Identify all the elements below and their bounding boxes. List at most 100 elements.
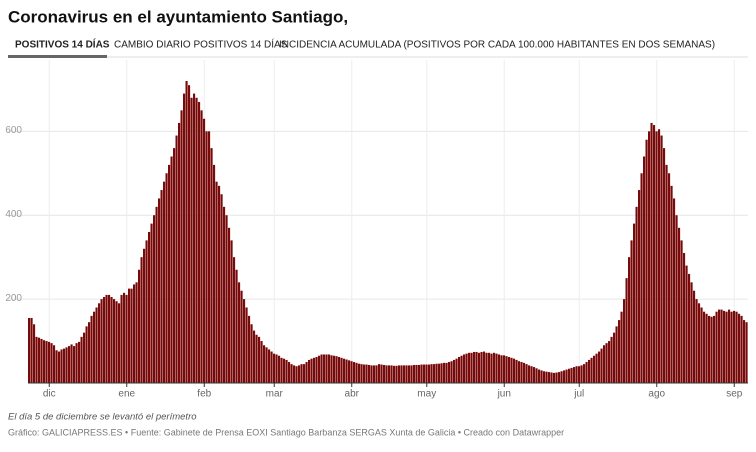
bar <box>375 365 378 383</box>
bar <box>358 363 361 383</box>
bar <box>28 317 31 383</box>
bar <box>165 173 168 383</box>
bar <box>205 131 208 383</box>
bar <box>360 364 363 383</box>
bar <box>740 315 743 383</box>
bar <box>613 332 616 383</box>
bar <box>275 354 278 383</box>
bar <box>35 336 38 383</box>
bar <box>593 355 596 383</box>
bar <box>688 273 691 383</box>
bar <box>468 352 471 383</box>
bar <box>453 359 456 383</box>
bar <box>743 320 746 383</box>
bar <box>560 371 563 383</box>
bar <box>190 97 193 384</box>
bar <box>665 164 668 383</box>
bar <box>250 324 253 383</box>
bar <box>533 367 536 383</box>
y-tick-label: 400 <box>5 209 22 220</box>
bar <box>200 110 203 383</box>
bar <box>520 362 523 383</box>
bar <box>465 353 468 383</box>
bar <box>713 315 716 383</box>
bar <box>73 346 76 383</box>
bar <box>423 364 426 383</box>
bar <box>720 309 723 383</box>
bar <box>590 357 593 383</box>
bar <box>325 354 328 383</box>
bar <box>450 361 453 383</box>
bar <box>480 351 483 383</box>
bar <box>245 307 248 383</box>
bar <box>425 364 428 383</box>
bar <box>233 257 236 383</box>
bar <box>260 341 263 383</box>
bar <box>598 351 601 383</box>
bar <box>300 364 303 383</box>
bar <box>398 365 401 383</box>
tab[interactable]: CAMBIO DIARIO POSITIVOS 14 DÍAS <box>114 38 288 51</box>
bar <box>475 351 478 383</box>
bar <box>490 353 493 383</box>
tab[interactable]: POSITIVOS 14 DÍAS <box>15 38 110 51</box>
bar <box>213 164 216 383</box>
bar <box>80 336 83 383</box>
bar <box>328 354 331 383</box>
bar <box>315 356 318 383</box>
bar <box>168 164 171 383</box>
bar <box>483 351 486 383</box>
bar <box>160 190 163 383</box>
bar <box>595 353 598 383</box>
bar <box>283 358 286 383</box>
bar <box>690 282 693 383</box>
bar <box>573 367 576 383</box>
bar <box>278 355 281 383</box>
bar <box>530 366 533 383</box>
bar <box>68 346 71 383</box>
bar <box>338 356 341 383</box>
tab[interactable]: INCIDENCIA ACUMULADA (POSITIVOS POR CADA… <box>279 40 715 51</box>
bar <box>88 322 91 383</box>
bar <box>393 365 396 383</box>
bar <box>288 362 291 383</box>
bar <box>78 341 81 383</box>
bar <box>680 240 683 383</box>
bar <box>710 316 713 383</box>
bar <box>543 371 546 383</box>
bar <box>575 366 578 383</box>
bar <box>58 351 61 383</box>
bar <box>120 294 123 383</box>
bar <box>370 365 373 383</box>
bar <box>128 288 131 383</box>
bar <box>223 206 226 383</box>
bar <box>48 341 51 383</box>
bar <box>280 357 283 383</box>
bar <box>685 265 688 383</box>
bar <box>648 131 651 383</box>
bar <box>705 313 708 383</box>
bar <box>395 365 398 383</box>
bar <box>643 156 646 383</box>
bar <box>650 122 653 383</box>
chart: 200 400 600 dic ene feb mar abr may jun jul ago sep <box>5 60 748 400</box>
bar <box>98 303 101 383</box>
bar <box>155 206 158 383</box>
bar <box>75 343 78 383</box>
bar <box>708 315 711 383</box>
bar <box>635 206 638 383</box>
bar <box>210 148 213 383</box>
bar <box>143 248 146 383</box>
bar <box>715 311 718 383</box>
bar <box>388 365 391 383</box>
bar <box>350 361 353 383</box>
bar <box>185 81 188 383</box>
bar <box>313 357 316 383</box>
bar <box>248 315 251 383</box>
bar <box>738 313 741 383</box>
bar <box>33 324 36 383</box>
bar <box>188 85 191 383</box>
bar <box>235 269 238 383</box>
bar <box>555 372 558 383</box>
bar <box>618 320 621 383</box>
